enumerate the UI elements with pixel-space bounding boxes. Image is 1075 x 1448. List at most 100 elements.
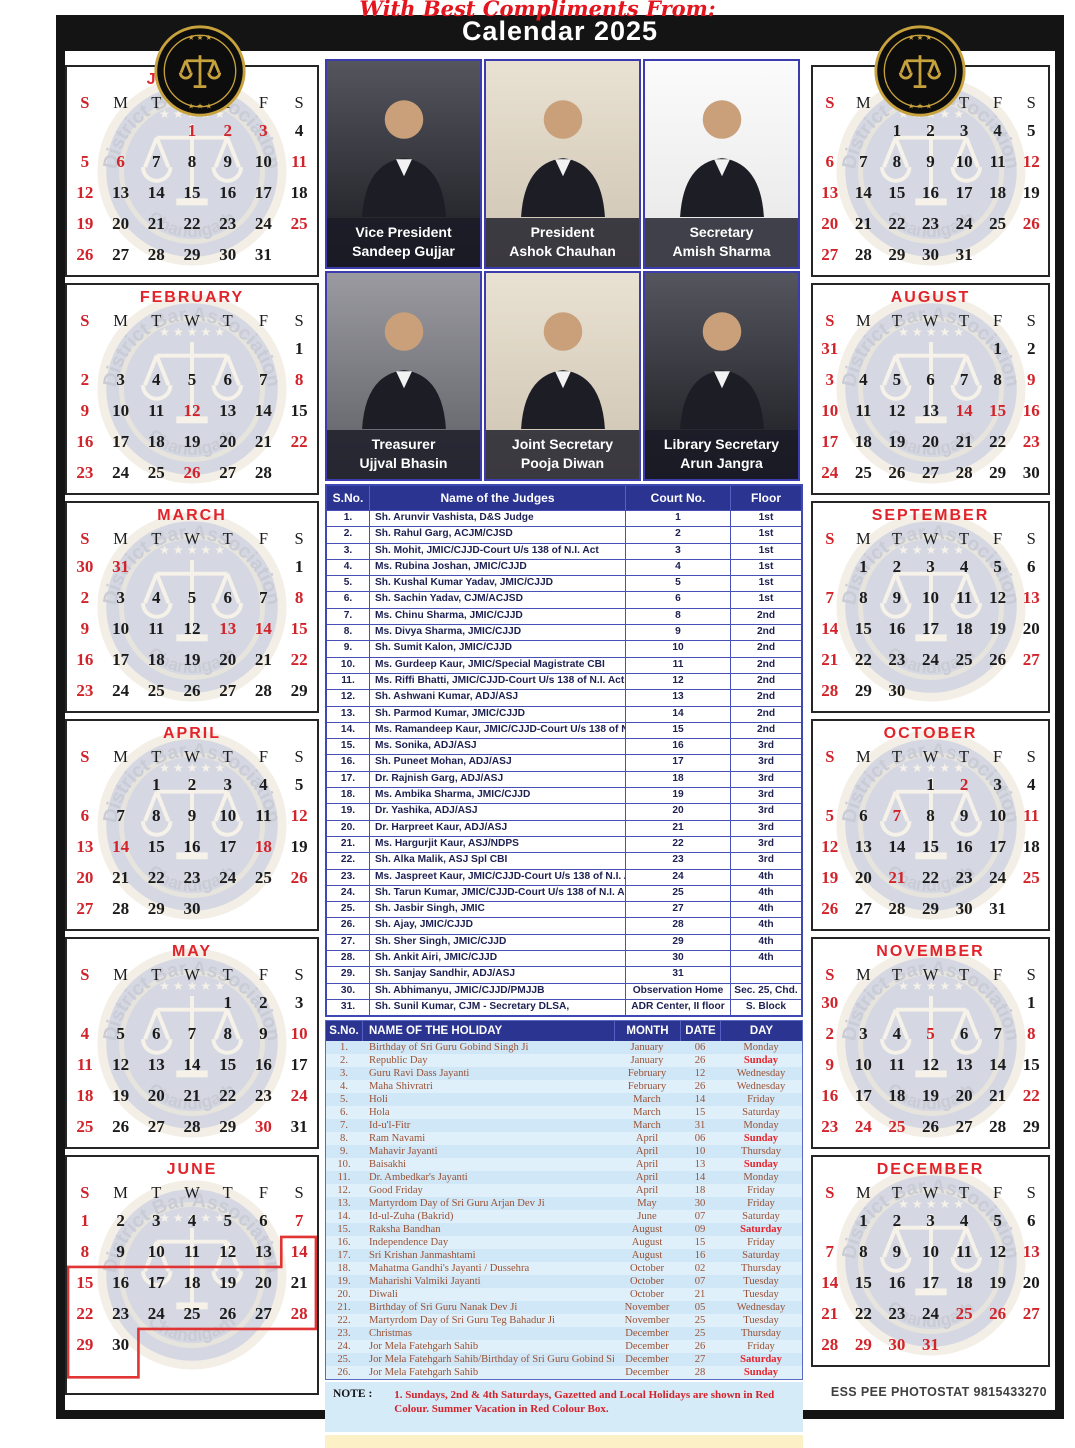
day-cell: 8 xyxy=(993,370,1002,389)
month-day-grid: 31 1 2 3 4 5 6 7 8 9 10 11 12 13 14 15 16 17 18 19 20 21 22 23 2… xyxy=(813,333,1048,488)
judges-row: 14. Ms. Ramandeep Kaur, JMIC/CJJD-Court U… xyxy=(327,721,801,739)
day-cell: 2 xyxy=(259,993,268,1012)
holiday-cell-name: Independence Day xyxy=(369,1237,449,1249)
day-cell: 23 xyxy=(1022,432,1040,451)
day-cell: 24 xyxy=(254,214,272,233)
day-cell: 18 xyxy=(147,432,165,451)
day-cell: 20 xyxy=(219,432,237,451)
holiday-cell-month: October xyxy=(629,1289,665,1301)
judges-row: 9. Sh. Sumit Kalon, JMIC/CJJD 10 2nd xyxy=(327,640,801,657)
judges-cell-sno: 29. xyxy=(340,968,356,980)
month-october: District Bar Association Chandigarh ★ ★ ★ … xyxy=(811,719,1050,931)
day-cell: 14 xyxy=(183,1055,201,1074)
day-cell: 26 xyxy=(989,650,1007,669)
holiday-row: 20. Diwali October 21 Tuesday xyxy=(326,1288,802,1302)
day-cell: 15 xyxy=(1022,1055,1040,1074)
weekday-label: M xyxy=(113,529,128,548)
day-cell: 17 xyxy=(112,432,130,451)
day-cell: 5 xyxy=(926,1024,935,1043)
judges-cell-floor: 2nd xyxy=(730,673,801,690)
day-cell: 4 xyxy=(892,1024,902,1043)
day-cell: 29 xyxy=(854,681,872,700)
day-cell: 19 xyxy=(989,1273,1007,1292)
weekday-label: S xyxy=(1026,529,1036,548)
day-cell: 11 xyxy=(76,1055,93,1074)
weekday-label: M xyxy=(856,965,871,984)
day-cell: 21 xyxy=(888,868,906,887)
weekday-label: S xyxy=(825,747,835,766)
day-cell: 13 xyxy=(921,401,939,420)
holiday-cell-month: March xyxy=(633,1094,661,1106)
day-cell: 4 xyxy=(294,121,304,140)
judges-cell-name: Sh. Sher Singh, JMIC/CJJD xyxy=(369,934,625,951)
judges-row: 25. Sh. Jasbir Singh, JMIC 27 4th xyxy=(327,901,801,918)
weekday-label: S xyxy=(80,93,90,112)
day-cell: 17 xyxy=(147,1273,165,1292)
day-cell: 1 xyxy=(223,993,232,1012)
holiday-cell-sno: 15. xyxy=(337,1224,351,1236)
holiday-header-cell: DATE xyxy=(680,1021,720,1042)
day-cell: 8 xyxy=(187,152,197,171)
day-cell: 12 xyxy=(290,806,308,825)
holiday-cell-date: 07 xyxy=(694,1211,706,1223)
day-cell xyxy=(847,115,881,146)
month-title: MARCH xyxy=(157,507,227,524)
page-title: Calendar 2025 xyxy=(461,16,659,46)
day-cell: 19 xyxy=(290,837,308,856)
day-cell: 18 xyxy=(955,1273,973,1292)
judges-cell-name: Sh. Parmod Kumar, JMIC/CJJD xyxy=(369,706,625,722)
weekday-label: M xyxy=(856,311,871,330)
judges-row: 2. Sh. Rahul Garg, ACJM/CJSD 2 1st xyxy=(327,526,801,543)
official-photo-library-secretary: Library Secretary Arun Jangra xyxy=(643,271,800,481)
day-cell: 14 xyxy=(254,619,272,638)
holiday-row: 22. Martyrdom Day of Sri Guru Teg Bahadur… xyxy=(326,1314,802,1328)
holiday-cell-sno: 22. xyxy=(337,1315,351,1327)
day-cell: 20 xyxy=(955,1086,973,1105)
holiday-cell-day: Wednesday xyxy=(736,1302,786,1314)
month-september: District Bar Association Chandigarh ★ ★ ★ … xyxy=(811,501,1050,713)
judges-cell-sno: 22. xyxy=(340,854,356,866)
day-cell xyxy=(947,675,981,706)
month-title: DECEMBER xyxy=(876,1161,985,1178)
holiday-cell-date: 09 xyxy=(694,1224,706,1236)
day-cell: 16 xyxy=(76,650,94,669)
holiday-cell-name: Maha Shivratri xyxy=(369,1081,433,1093)
judges-row: 31. Sh. Sunil Kumar, CJM - Secretary DLSA… xyxy=(327,998,801,1016)
judges-row: 7. Ms. Chinu Sharma, JMIC/CJJD 8 2nd xyxy=(327,607,801,625)
holiday-cell-day: Friday xyxy=(747,1237,775,1249)
day-cell: 29 xyxy=(888,245,906,264)
judges-table-header: S.No. Name of the Judges Court No. Floor xyxy=(327,486,801,510)
holiday-cell-day: Saturday xyxy=(742,1211,780,1223)
judges-cell-sno: 1. xyxy=(343,512,353,523)
day-cell: 4 xyxy=(1026,775,1036,794)
official-title: President xyxy=(530,224,595,240)
judges-header-cell: Court No. xyxy=(625,486,730,510)
holiday-header-cell: S.No. xyxy=(329,1025,359,1038)
judges-cell-court: 21 xyxy=(625,820,730,836)
day-cell: 17 xyxy=(821,432,839,451)
judges-cell-court: 25 xyxy=(625,885,730,902)
day-cell: 6 xyxy=(116,152,125,171)
day-cell: 11 xyxy=(183,1242,201,1261)
day-cell: 31 xyxy=(112,557,130,576)
day-cell xyxy=(914,987,948,1018)
judges-cell-sno: 26. xyxy=(340,919,356,931)
day-cell: 19 xyxy=(183,650,201,669)
day-cell: 23 xyxy=(76,463,94,482)
judges-cell-sno: 12. xyxy=(340,691,356,703)
day-cell: 17 xyxy=(112,650,130,669)
day-cell: 8 xyxy=(80,1242,90,1261)
day-cell: 3 xyxy=(926,557,935,576)
month-title: JUNE xyxy=(166,1161,218,1178)
day-cell: 5 xyxy=(1026,121,1036,140)
day-cell: 24 xyxy=(955,214,973,233)
month-title: NOVEMBER xyxy=(876,943,985,960)
day-cell: 13 xyxy=(1022,1242,1040,1261)
day-cell: 24 xyxy=(989,868,1007,887)
day-cell: 12 xyxy=(183,619,201,638)
judges-cell-court: 29 xyxy=(625,934,730,951)
day-cell: 18 xyxy=(290,183,308,202)
day-cell: 27 xyxy=(112,245,130,264)
